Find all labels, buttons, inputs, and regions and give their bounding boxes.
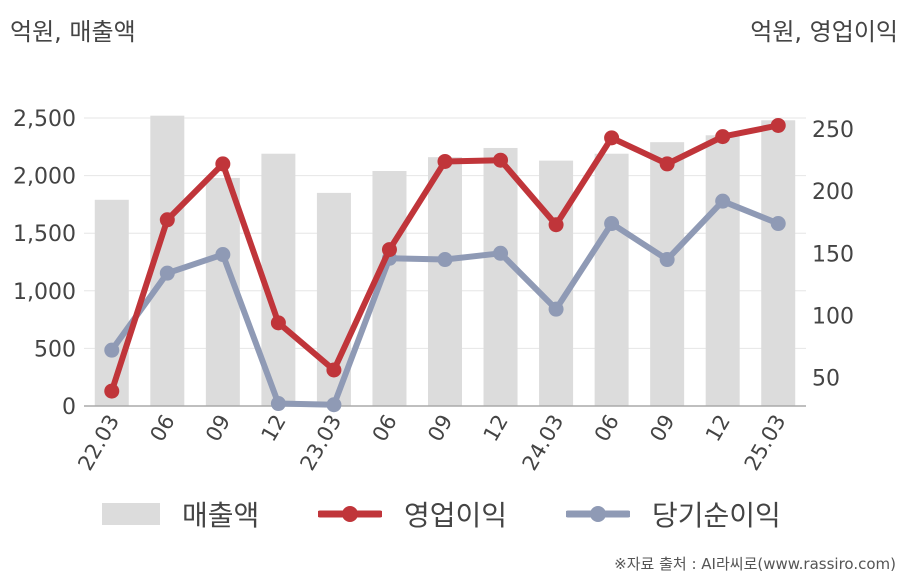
point-operating-profit [381, 242, 397, 258]
point-net-income [548, 301, 564, 317]
bar-revenue [428, 157, 462, 406]
y-left-tick-label: 1,500 [13, 222, 76, 247]
point-operating-profit [604, 130, 620, 146]
point-operating-profit [159, 212, 175, 228]
legend-label-operating-profit: 영업이익 [404, 499, 508, 532]
bar-revenue [94, 199, 129, 406]
y-right-tick-label: 100 [812, 304, 854, 329]
y-left-tick-label: 2,500 [13, 107, 76, 132]
x-tick-label: 06 [590, 411, 624, 446]
point-operating-profit [437, 153, 453, 169]
bar-revenue [761, 120, 796, 406]
point-operating-profit [659, 156, 675, 172]
y-right-tick-label: 250 [812, 118, 854, 143]
bar-revenue [483, 147, 518, 406]
x-tick-label: 06 [368, 411, 402, 446]
legend-item-revenue: 매출액 [102, 492, 259, 536]
left-axis-unit: 억원, 매출액 [10, 18, 136, 46]
bar-revenue [261, 153, 296, 406]
point-operating-profit [548, 217, 564, 233]
legend-item-operating-profit: 영업이익 [318, 492, 507, 536]
point-net-income [493, 245, 509, 261]
bar-revenue [650, 142, 685, 406]
x-tick-label: 25.03 [740, 411, 791, 475]
right-axis-unit: 억원, 영업이익 [750, 18, 898, 46]
point-operating-profit [326, 362, 342, 378]
x-tick-label: 24.03 [518, 411, 569, 475]
point-operating-profit [493, 152, 509, 168]
bar-revenue [539, 160, 574, 406]
legend-swatch-operating-profit [318, 506, 382, 522]
point-net-income [270, 396, 286, 412]
point-net-income [715, 193, 731, 209]
bar-revenue [705, 135, 740, 406]
legend-label-net-income: 당기순이익 [652, 499, 781, 532]
point-operating-profit [715, 129, 731, 145]
legend-label-revenue: 매출액 [182, 499, 260, 532]
x-tick-label: 12 [479, 411, 513, 446]
x-tick-label: 22.03 [73, 411, 124, 475]
x-tick-label: 09 [423, 411, 457, 446]
combo-chart: 0 500 1,000 1,500 2,000 2,500 50 100 150 200 250 22… [13, 107, 854, 475]
point-net-income [215, 247, 231, 263]
point-net-income [104, 342, 120, 358]
legend-swatch-net-income [566, 506, 630, 522]
point-operating-profit [215, 156, 231, 172]
x-tick-label: 06 [145, 411, 179, 446]
y-left-tick-label: 500 [34, 337, 76, 362]
point-net-income [159, 265, 175, 281]
x-tick-label: 23.03 [295, 411, 346, 475]
source-credit: ※자료 출처 : AI라씨로(www.rassiro.com) [614, 555, 896, 573]
x-tick-label: 12 [701, 411, 735, 446]
x-tick-label: 09 [201, 411, 235, 446]
y-left-tick-label: 0 [62, 395, 76, 420]
point-operating-profit [104, 383, 120, 399]
y-left-tick-label: 2,000 [13, 165, 76, 190]
legend-swatch-revenue [102, 503, 160, 525]
point-operating-profit [270, 315, 286, 331]
x-tick-label: 12 [257, 411, 291, 446]
x-tick-label: 09 [645, 411, 679, 446]
chart-legend: 매출액 영업이익 당기순이익 [0, 492, 908, 536]
y-right-tick-label: 200 [812, 180, 854, 205]
point-net-income [326, 397, 342, 413]
y-right-tick-label: 150 [812, 242, 854, 267]
point-operating-profit [770, 117, 786, 133]
point-net-income [659, 252, 675, 268]
point-net-income [604, 216, 620, 232]
bar-revenue [594, 153, 629, 406]
point-net-income [770, 216, 786, 232]
legend-item-net-income: 당기순이익 [566, 492, 781, 536]
y-left-tick-label: 1,000 [13, 280, 76, 305]
point-net-income [437, 252, 453, 268]
y-right-tick-label: 50 [812, 366, 840, 391]
